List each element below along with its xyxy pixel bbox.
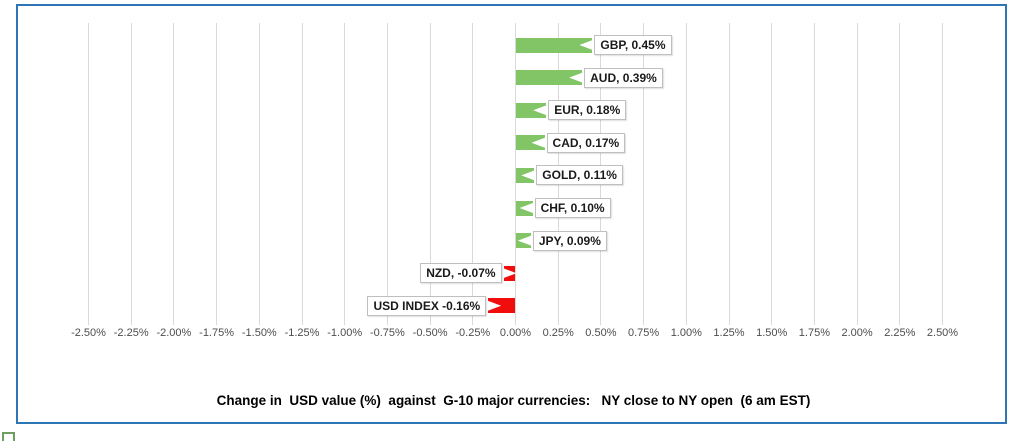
partial-shape-corner [2,432,15,441]
gridline [771,23,773,325]
x-axis-tick-label: 2.50% [926,327,959,339]
bar [515,37,593,53]
x-axis-tick-label: 1.25% [713,327,745,339]
bar-data-label: CAD, 0.17% [546,132,626,153]
x-axis-tick-label: -1.00% [327,327,363,339]
gridline [258,23,260,325]
bar [488,298,516,314]
x-axis-tick-label: 1.50% [756,327,788,339]
gridline [813,23,815,325]
gridline [942,23,943,325]
x-axis-tick-label: 0.25% [542,327,574,339]
bar-data-label: GBP, 0.45% [594,35,672,55]
bar-data-label: JPY, 0.09% [532,230,607,251]
x-axis-tick-label: -2.25% [113,327,149,339]
chart-border-frame [16,4,1007,424]
gridline [88,23,89,325]
bar-data-label: USD INDEX -0.16% [367,295,487,316]
bar-data-label: EUR, 0.18% [548,100,627,121]
gridline [301,23,303,325]
bar-data-label: NZD, -0.07% [420,263,502,284]
x-axis-tick-label: 2.00% [841,327,873,339]
gridline [173,23,175,325]
gridline [216,23,218,325]
gridline [685,23,687,325]
x-axis-tick-label: 0.00% [499,327,532,339]
x-axis-tick-label: -0.25% [455,327,491,339]
gridline [344,23,346,325]
gridline [899,23,901,325]
bar [515,70,583,86]
bar [515,102,547,118]
x-axis-tick-label: -1.75% [199,327,235,339]
x-axis-tick-label: -2.50% [71,327,106,339]
gridline [856,23,858,325]
bar-data-label: CHF, 0.10% [534,198,611,218]
gridline [643,23,645,325]
x-axis-tick-label: -2.00% [156,327,192,339]
gridline [472,23,474,325]
x-axis-tick-label: -0.75% [369,327,405,339]
x-axis-tick-label: -0.50% [412,327,448,339]
x-axis-tick-label: 0.75% [627,327,660,339]
x-axis-tick-label: -1.25% [284,327,320,339]
gridline [130,23,132,325]
gridline [386,23,388,325]
chart-title: Change in USD value (%) against G-10 maj… [216,393,811,408]
x-axis-tick-label: 2.25% [884,327,916,339]
x-axis-tick-label: 0.50% [585,327,617,339]
gridline [429,23,431,325]
x-axis-tick-label: 1.00% [670,327,702,339]
gridline [728,23,730,325]
bar-data-label: AUD, 0.39% [584,67,663,88]
bar-data-label: GOLD, 0.11% [536,165,623,186]
x-axis-tick-label: 1.75% [798,327,830,339]
x-axis-tick-label: -1.50% [241,327,277,339]
bar [515,135,545,151]
